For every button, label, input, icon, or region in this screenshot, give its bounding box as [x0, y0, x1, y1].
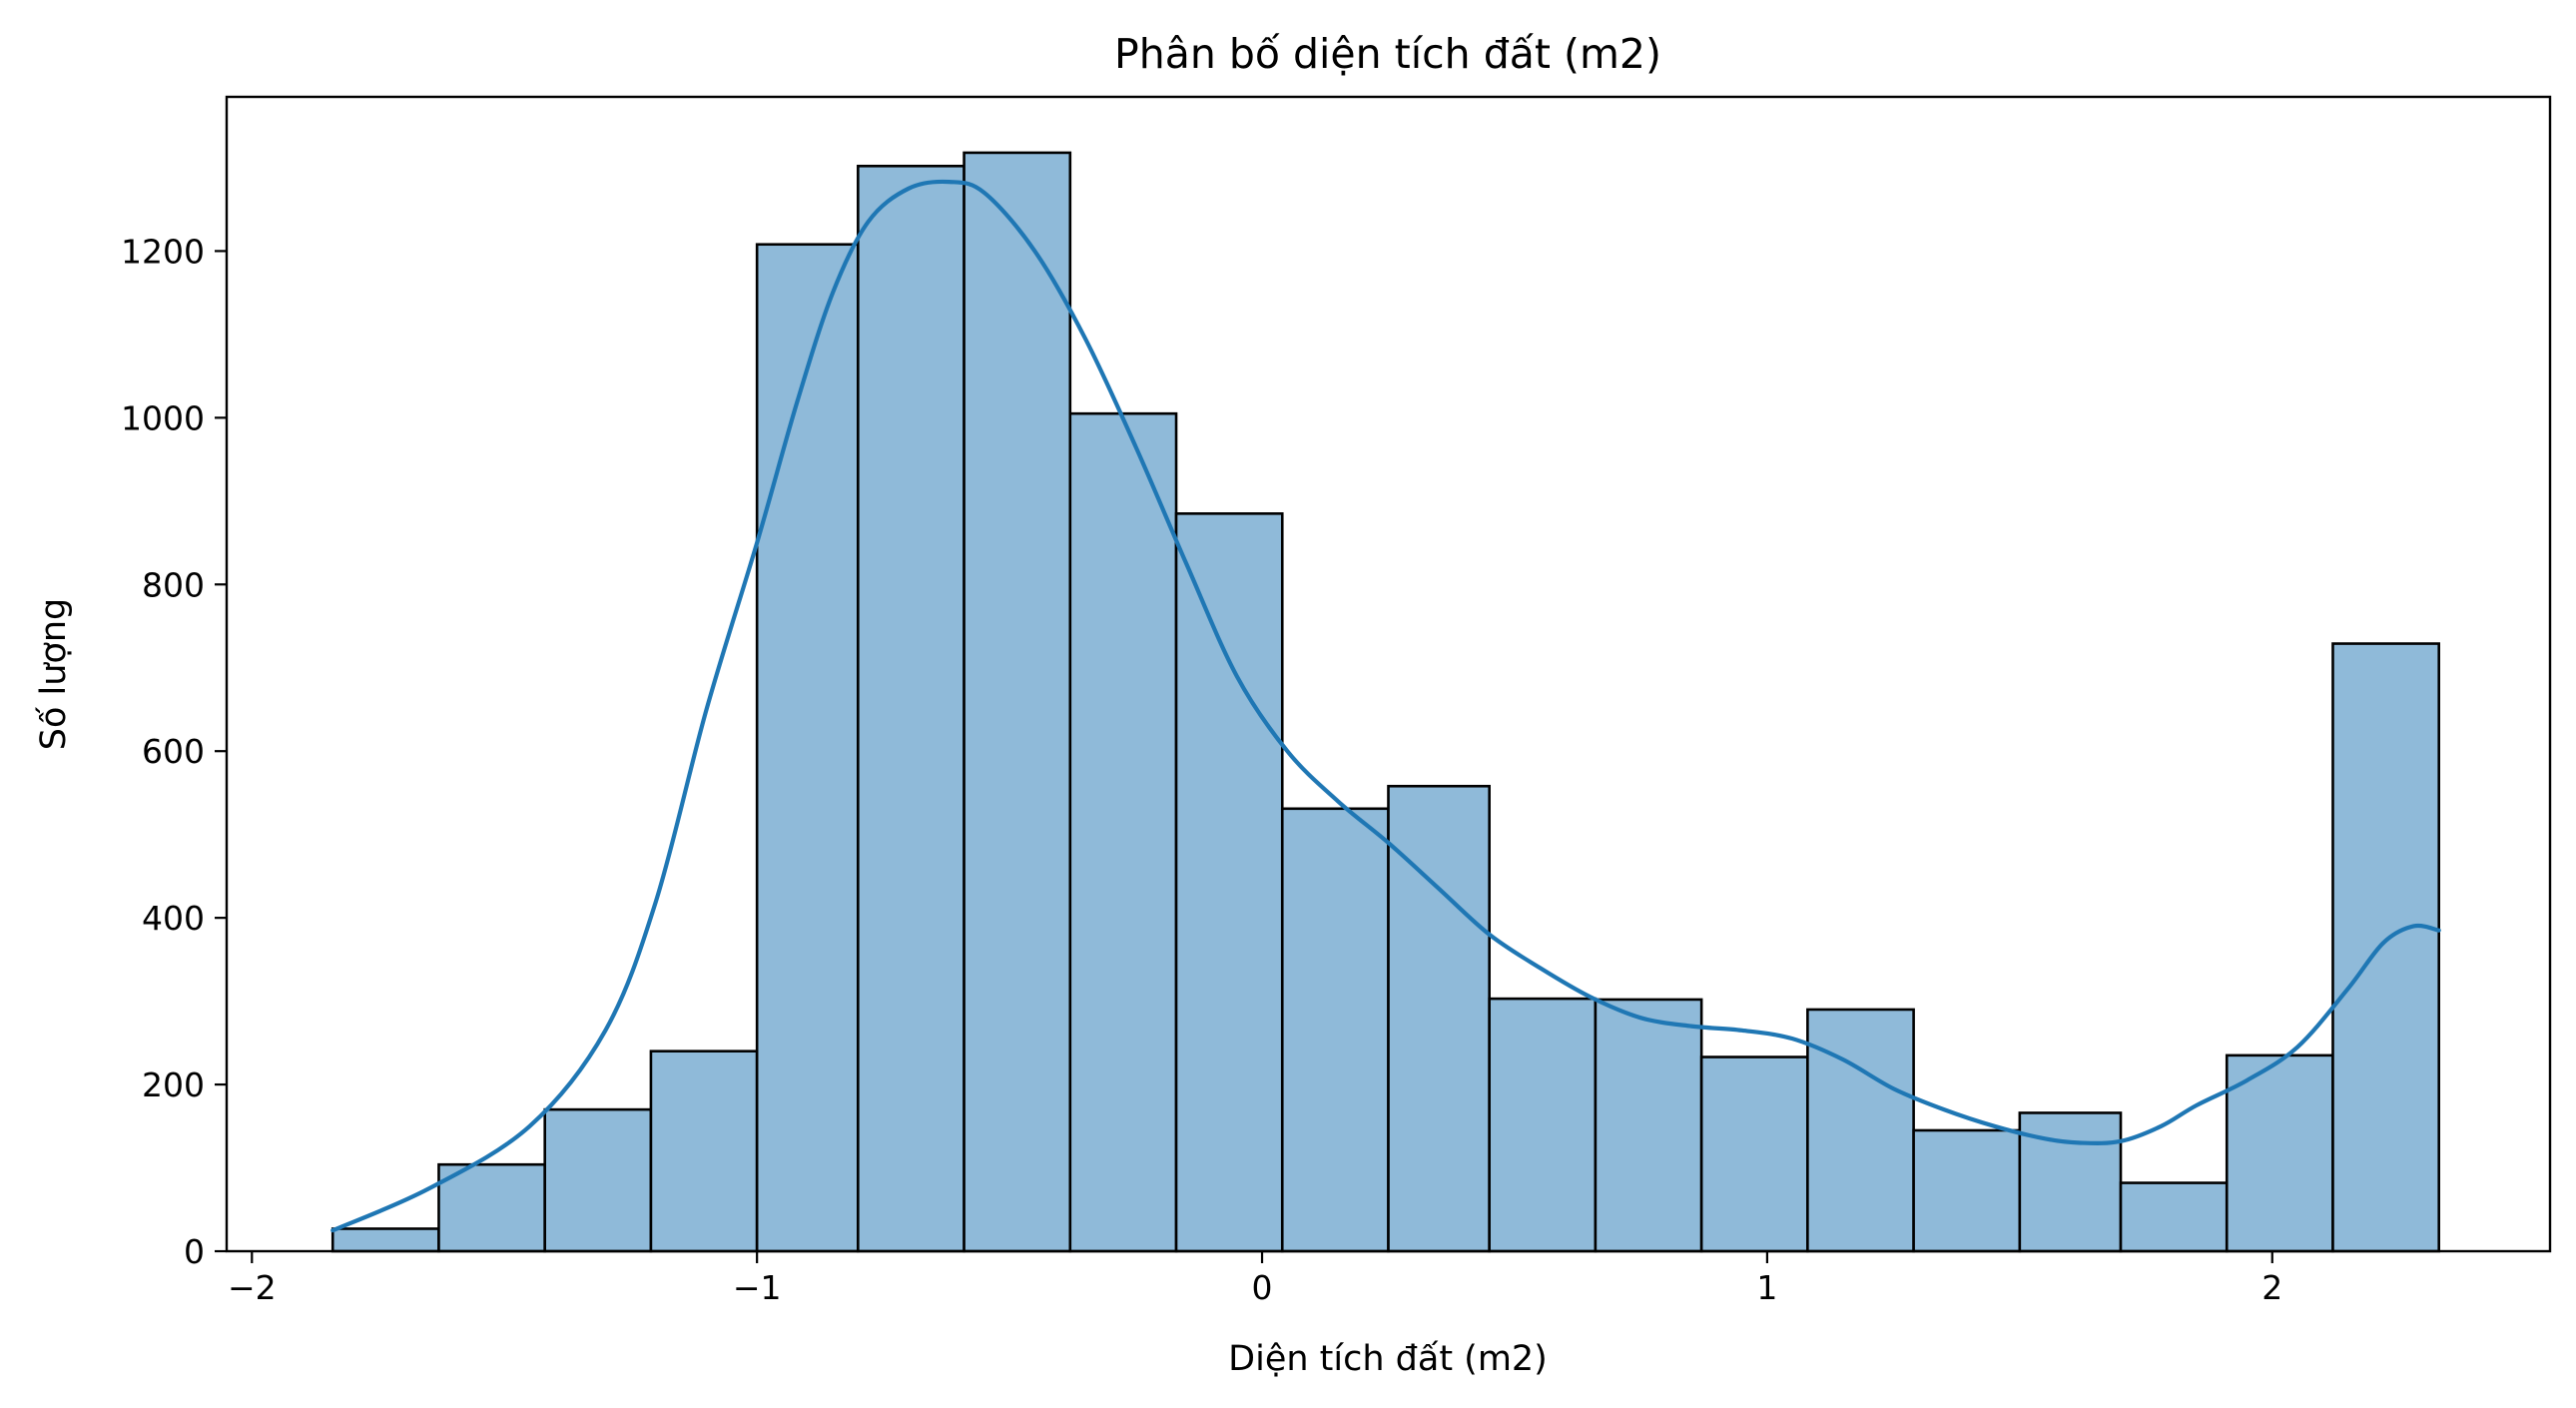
- histogram-bar: [437, 1162, 546, 1253]
- histogram-bar: [963, 151, 1072, 1253]
- y-tick-label: 200: [142, 1065, 205, 1104]
- y-tick-label: 1000: [121, 398, 205, 437]
- histogram-bar: [2119, 1181, 2229, 1253]
- y-axis-ticks: 0 200 400 600 800 1000 1200: [121, 232, 227, 1271]
- histogram-bar: [1280, 807, 1390, 1253]
- histogram-bar: [2018, 1111, 2123, 1253]
- y-tick-label: 400: [142, 899, 205, 938]
- y-tick-label: 600: [142, 732, 205, 771]
- histogram-bar: [1488, 997, 1598, 1253]
- y-axis-label: Số lượng: [34, 598, 74, 750]
- histogram-bar: [543, 1107, 653, 1253]
- histogram-bar: [1594, 998, 1703, 1253]
- x-tick-label: 2: [2261, 1268, 2282, 1307]
- x-tick-label: 0: [1252, 1268, 1273, 1307]
- chart-title: Phân bố diện tích đất (m2): [1114, 30, 1661, 78]
- histogram-bar: [755, 243, 860, 1253]
- histogram-bar: [1806, 1008, 1915, 1253]
- histogram-bar: [1068, 411, 1178, 1253]
- histogram-bar: [1174, 512, 1284, 1253]
- y-tick-label: 800: [142, 565, 205, 604]
- histogram-bar: [857, 164, 966, 1253]
- histogram-bar: [2225, 1054, 2334, 1253]
- x-tick-label: −1: [733, 1268, 782, 1307]
- histogram-bar: [649, 1050, 759, 1253]
- x-axis-ticks: −2 −1 0 1 2: [228, 1251, 2282, 1307]
- y-tick-label: 1200: [121, 232, 205, 271]
- histogram-bar: [330, 1227, 440, 1253]
- x-axis-label: Diện tích đất (m2): [1228, 1339, 1548, 1379]
- x-tick-label: 1: [1756, 1268, 1777, 1307]
- bars-group: [330, 151, 2441, 1253]
- x-tick-label: −2: [228, 1268, 277, 1307]
- kde-group: [330, 179, 2441, 1233]
- histogram-bar: [1387, 784, 1491, 1253]
- kde-line: [330, 179, 2441, 1233]
- histogram-bar: [1912, 1128, 2022, 1253]
- histogram-bar: [2331, 642, 2441, 1253]
- y-tick-label: 0: [184, 1232, 205, 1271]
- histogram-bar: [1699, 1056, 1809, 1253]
- plot-frame: [225, 95, 2552, 1253]
